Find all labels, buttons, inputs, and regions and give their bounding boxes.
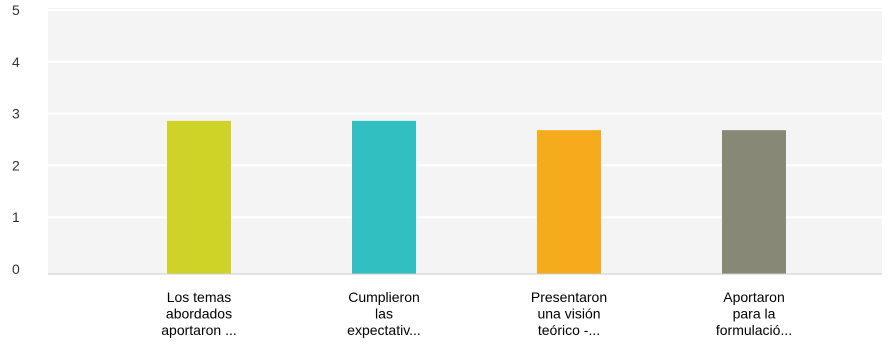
y-tick-label: 2	[12, 157, 20, 173]
bar	[352, 120, 416, 275]
x-tick-label: Los temas abordados aportaron ...	[161, 289, 237, 338]
x-tick-label: Presentaron una visión teórico -...	[531, 289, 607, 338]
bar	[167, 120, 231, 275]
x-tick-label-line: aportaron ...	[161, 322, 237, 338]
x-tick-label-line: abordados	[166, 306, 232, 322]
x-tick-label-line: las	[375, 306, 393, 322]
x-tick-label-line: para la	[733, 306, 776, 322]
x-tick-label-line: teórico -...	[538, 322, 600, 338]
x-tick-label-line: una visión	[537, 306, 600, 322]
bars	[167, 120, 786, 275]
x-tick-label-line: Presentaron	[531, 289, 607, 305]
x-tick-label-line: Los temas	[167, 289, 232, 305]
x-tick-label-line: Cumplieron	[348, 289, 420, 305]
y-tick-label: 5	[12, 2, 20, 18]
bar	[537, 130, 601, 274]
y-tick-label: 4	[12, 54, 20, 70]
x-axis-labels: Los temas abordados aportaron ... Cumpliero…	[161, 289, 792, 338]
x-tick-label-line: expectativ...	[347, 322, 421, 338]
x-tick-label: Aportaron para la formulació...	[716, 289, 792, 338]
y-tick-label: 3	[12, 106, 20, 122]
x-tick-label-line: formulació...	[716, 322, 792, 338]
x-tick-label-line: Aportaron	[723, 289, 784, 305]
x-tick-label: Cumplieron las expectativ...	[347, 289, 421, 338]
bar	[722, 130, 786, 274]
y-axis: 0 1 2 3 4 5	[12, 2, 20, 277]
y-tick-label: 0	[12, 261, 20, 277]
y-tick-label: 1	[12, 209, 20, 225]
